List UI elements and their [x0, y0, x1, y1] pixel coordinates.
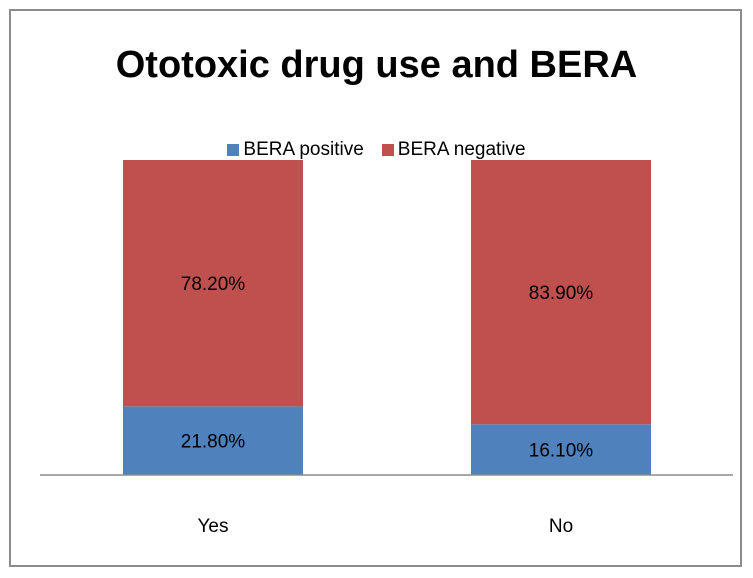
legend-item-negative: BERA negative: [381, 139, 526, 161]
bar-positive-no: [471, 424, 651, 475]
bar-negative-no: [471, 160, 651, 425]
label-negative-yes: 78.20%: [181, 274, 246, 295]
label-negative-no: 83.90%: [529, 283, 594, 304]
bar-positive-yes: [123, 406, 303, 475]
legend-label-positive: BERA positive: [243, 139, 364, 160]
legend-label-negative: BERA negative: [397, 139, 526, 160]
legend-swatch-positive: [227, 144, 240, 156]
legend-item-positive: BERA positive: [227, 139, 364, 161]
legend: BERA positive BERA negative: [0, 139, 753, 161]
legend-swatch-negative: [381, 144, 394, 156]
x-tick-no: No: [549, 516, 573, 537]
label-positive-no: 16.10%: [529, 441, 594, 462]
bar-negative-yes: [123, 160, 303, 407]
label-positive-yes: 21.80%: [181, 432, 246, 453]
x-tick-yes: Yes: [198, 516, 229, 537]
chart-title: Ototoxic drug use and BERA: [115, 44, 638, 86]
